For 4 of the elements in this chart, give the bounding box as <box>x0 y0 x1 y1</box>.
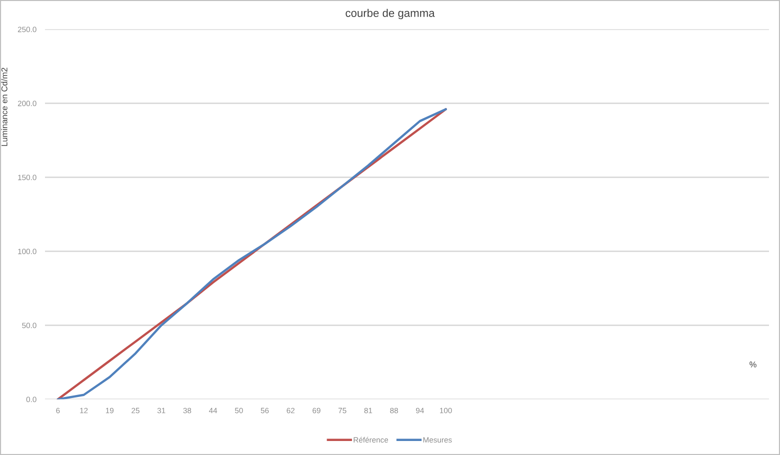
chart-title: courbe de gamma <box>346 8 435 20</box>
y-axis-title: Luminance en Cd/m2 <box>1 68 8 146</box>
line-series <box>56 108 447 400</box>
x-axis-title: % <box>750 362 756 368</box>
